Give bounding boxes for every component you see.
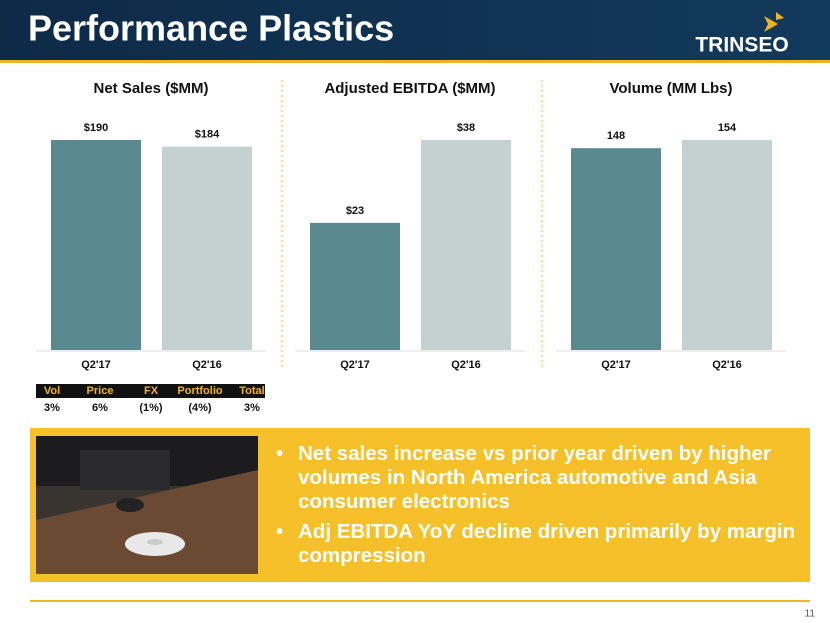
bullet-list: Net sales increase vs prior year driven … xyxy=(276,442,806,574)
table-cell: (4%) xyxy=(188,402,212,414)
bar xyxy=(51,140,141,350)
logo-icon xyxy=(764,12,784,32)
table-header: Vol xyxy=(44,385,60,397)
chart-title: Volume (MM Lbs) xyxy=(609,80,732,97)
bullet: Net sales increase vs prior year driven … xyxy=(276,442,806,514)
logo-text: TRINSEO xyxy=(695,34,788,57)
chart-title: Net Sales ($MM) xyxy=(93,80,208,97)
table-header: Portfolio xyxy=(177,385,222,397)
value-label: $23 xyxy=(346,205,364,217)
bar xyxy=(571,148,661,350)
table-header: Total xyxy=(239,385,264,397)
page-number: 11 xyxy=(805,609,816,620)
x-tick-label: Q2'17 xyxy=(601,359,631,371)
value-label: 148 xyxy=(607,130,625,142)
chart-title: Adjusted EBITDA ($MM) xyxy=(324,80,495,97)
x-tick-label: Q2'17 xyxy=(81,359,111,371)
header-bar xyxy=(0,0,830,60)
bar xyxy=(162,146,252,350)
x-tick-label: Q2'16 xyxy=(451,359,481,371)
value-label: $190 xyxy=(84,122,108,134)
table-cell: 3% xyxy=(244,402,260,414)
x-tick-label: Q2'16 xyxy=(192,359,222,371)
bar xyxy=(310,222,400,350)
table-header: FX xyxy=(144,385,159,397)
table-cell: (1%) xyxy=(139,402,163,414)
value-label: 154 xyxy=(718,122,737,134)
bar xyxy=(682,140,772,350)
value-label: $38 xyxy=(457,122,475,134)
x-tick-label: Q2'16 xyxy=(712,359,742,371)
bullet: Adj EBITDA YoY decline driven primarily … xyxy=(276,520,806,568)
table-header-bg xyxy=(36,384,265,398)
photo xyxy=(36,436,258,574)
table-header: Price xyxy=(87,385,114,397)
footer-rule xyxy=(30,600,810,602)
value-label: $184 xyxy=(195,129,220,141)
table-cell: 3% xyxy=(44,402,60,414)
slide-title: Performance Plastics xyxy=(28,8,394,49)
header-rule xyxy=(0,60,830,63)
bar xyxy=(421,140,511,350)
x-tick-label: Q2'17 xyxy=(340,359,370,371)
table-cell: 6% xyxy=(92,402,108,414)
